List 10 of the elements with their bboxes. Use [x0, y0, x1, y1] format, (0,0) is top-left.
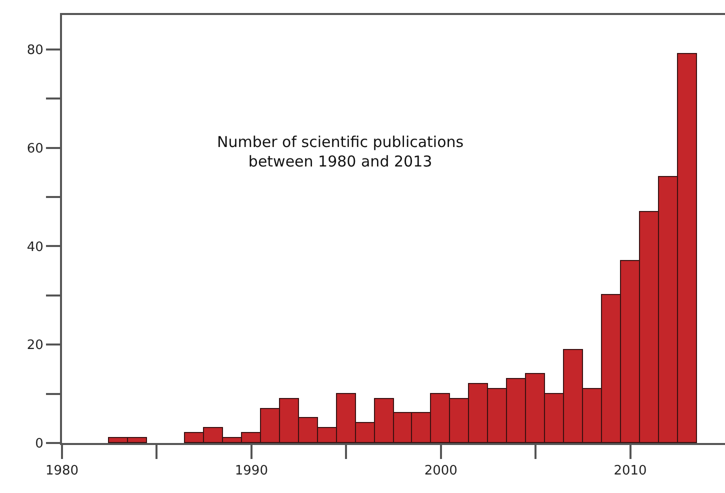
x-tick-label: 1990: [234, 464, 268, 479]
y-tick-label: 60: [26, 141, 44, 156]
y-tick-label: 80: [26, 42, 44, 58]
y-tick-label: 0: [35, 436, 44, 452]
y-tick-label: 40: [26, 240, 44, 255]
y-tick-label: 20: [26, 338, 44, 354]
x-tick-label: 1980: [45, 464, 79, 479]
x-tick-label: 2000: [424, 464, 458, 479]
x-tick-label: 2010: [614, 464, 647, 479]
annotation: Number of scientific publications between 1980 and 2013: [217, 133, 464, 170]
